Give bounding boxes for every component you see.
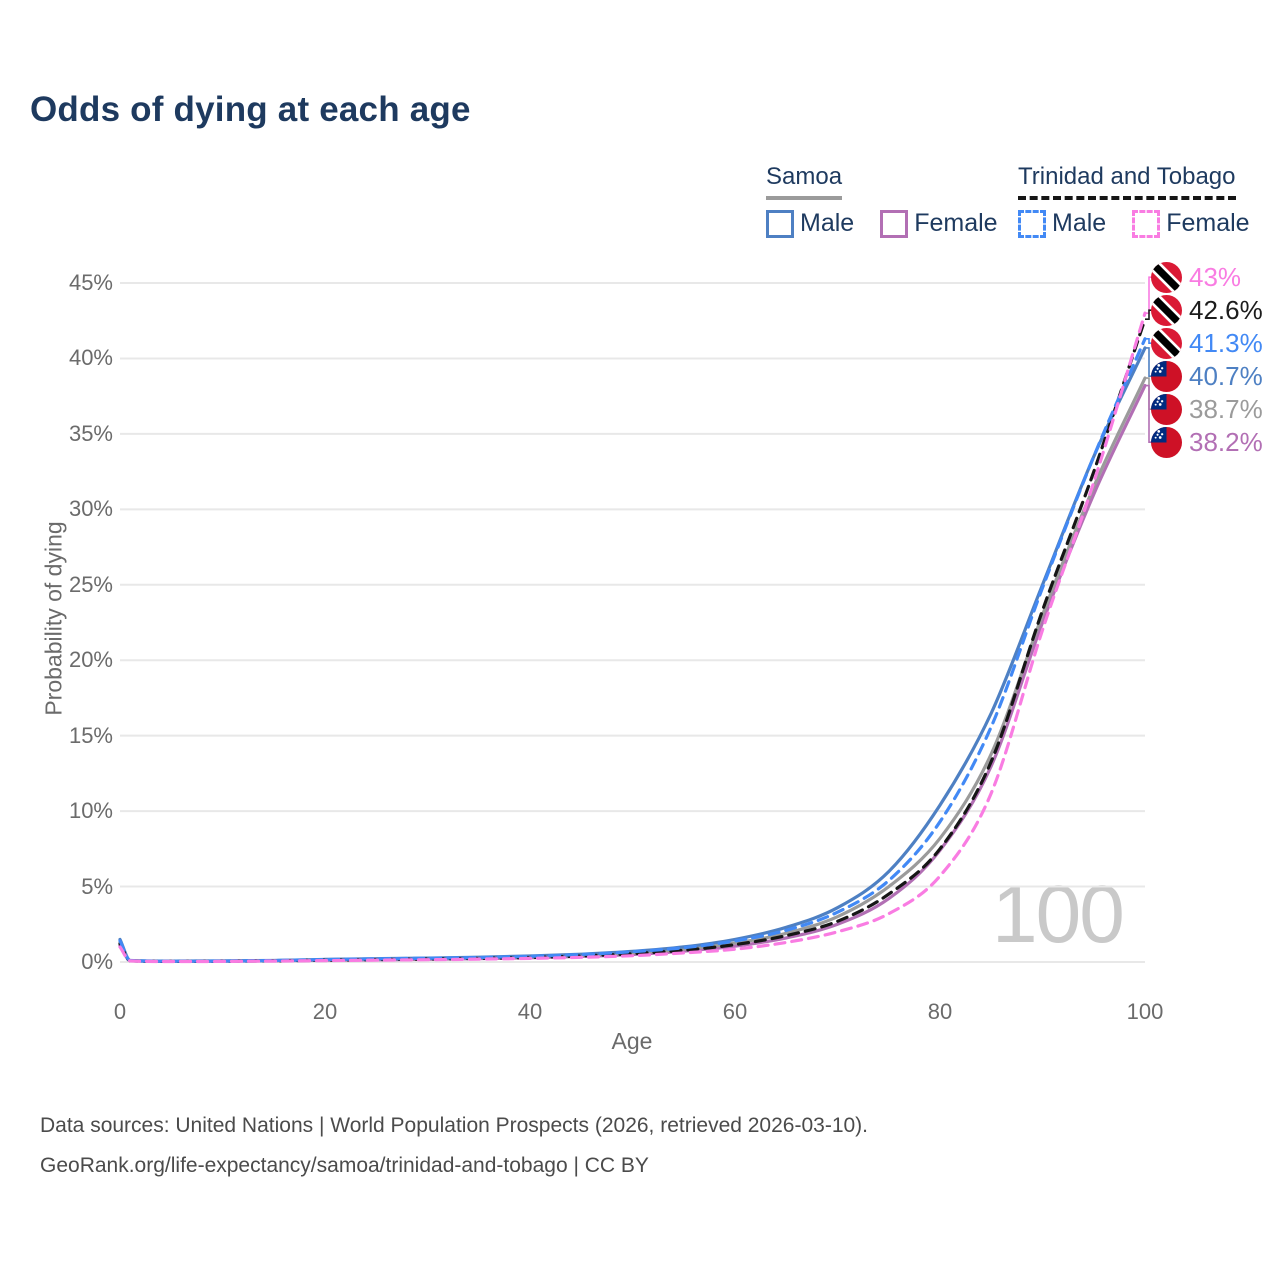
samoa-male-swatch-icon: [766, 209, 794, 238]
y-tick-label: 40%: [68, 345, 113, 371]
series-line-samoa-female[interactable]: [118, 384, 1147, 963]
series-line-samoa-both-sexes-[interactable]: [118, 376, 1147, 963]
end-label-value: 38.2%: [1189, 426, 1263, 457]
end-label-value: 41.3%: [1189, 327, 1263, 358]
end-label-trinidad-and-tobago-male: 41.3%: [1151, 327, 1263, 359]
flag-samoa-icon: [1151, 360, 1182, 392]
end-label-trinidad-and-tobago-female: 43%: [1151, 261, 1242, 293]
legend-items-trinidad-and-tobago: Male Female: [1018, 209, 1250, 238]
connector-lines: [1145, 276, 1152, 443]
end-label-value: 42.6%: [1189, 294, 1263, 325]
series-line-trinidad-and-tobago-both-sexes-[interactable]: [118, 317, 1147, 963]
samoa-female-swatch-icon: [880, 209, 909, 238]
end-label-value: 40.7%: [1189, 360, 1263, 391]
legend-header-samoa: Samoa: [766, 163, 843, 200]
y-tick-label: 10%: [68, 798, 113, 824]
legend-item-label: Female: [914, 209, 998, 237]
flag-samoa-icon: [1151, 393, 1182, 425]
x-tick-label: 20: [312, 999, 338, 1024]
footer-attribution: GeoRank.org/life-expectancy/samoa/trinid…: [40, 1154, 649, 1177]
x-tick-label: 40: [517, 999, 543, 1024]
legend-item-label: Female: [1166, 209, 1250, 237]
footer-data-sources: Data sources: United Nations | World Pop…: [40, 1114, 869, 1137]
y-tick-label: 35%: [68, 420, 113, 446]
y-tick-label: 0%: [81, 949, 113, 974]
series-line-trinidad-and-tobago-male[interactable]: [118, 337, 1147, 963]
legend-item-tt-male[interactable]: Male: [1018, 209, 1106, 238]
legend-group-trinidad-and-tobago: Trinidad and Tobago Male Female: [1018, 163, 1250, 238]
end-label-samoa-both-sexes-: 38.7%: [1151, 393, 1263, 425]
series-line-trinidad-and-tobago-female[interactable]: [118, 311, 1147, 964]
x-tick-label: 80: [927, 999, 953, 1024]
y-tick-label: 30%: [68, 496, 113, 522]
legend-header-trinidad-and-tobago: Trinidad and Tobago: [1018, 163, 1236, 200]
legend-item-tt-female[interactable]: Female: [1132, 209, 1250, 238]
x-axis-title: Age: [611, 1028, 653, 1054]
legend-item-samoa-female[interactable]: Female: [880, 209, 998, 238]
y-tick-label: 45%: [68, 270, 113, 295]
series-line-samoa-male[interactable]: [118, 346, 1147, 963]
y-tick-label: 15%: [68, 722, 113, 748]
series-lines[interactable]: [118, 311, 1147, 964]
end-label-value: 43%: [1189, 261, 1242, 292]
end-label-samoa-female: 38.2%: [1151, 426, 1263, 458]
legend-item-label: Male: [1052, 209, 1107, 237]
legend-items-samoa: Male Female: [766, 209, 998, 238]
end-label-value: 38.7%: [1189, 393, 1263, 424]
y-tick-label: 20%: [68, 647, 113, 673]
tt-female-swatch-icon: [1132, 209, 1161, 238]
end-label-trinidad-and-tobago-both-sexes-: 42.6%: [1151, 294, 1263, 326]
flag-trinidad-and-tobago-icon: [1151, 294, 1182, 326]
footer: Data sources: United Nations | World Pop…: [40, 1106, 868, 1186]
y-tick-label: 25%: [68, 571, 113, 597]
legend-item-label: Male: [800, 209, 855, 237]
legend-group-samoa: Samoa Male Female: [766, 163, 998, 238]
end-label-samoa-male: 40.7%: [1151, 360, 1263, 392]
age-watermark: 100: [992, 869, 1125, 960]
legend-item-samoa-male[interactable]: Male: [766, 209, 854, 238]
tt-male-swatch-icon: [1018, 209, 1046, 238]
gridlines: [120, 282, 1145, 963]
x-tick-label: 0: [113, 999, 127, 1024]
flag-samoa-icon: [1151, 426, 1182, 458]
flag-trinidad-and-tobago-icon: [1151, 261, 1182, 293]
y-tick-label: 5%: [81, 873, 113, 899]
flag-trinidad-and-tobago-icon: [1151, 327, 1182, 359]
page-title: Odds of dying at each age: [30, 90, 471, 129]
x-tick-label: 60: [722, 999, 748, 1024]
x-tick-label: 100: [1126, 999, 1164, 1024]
